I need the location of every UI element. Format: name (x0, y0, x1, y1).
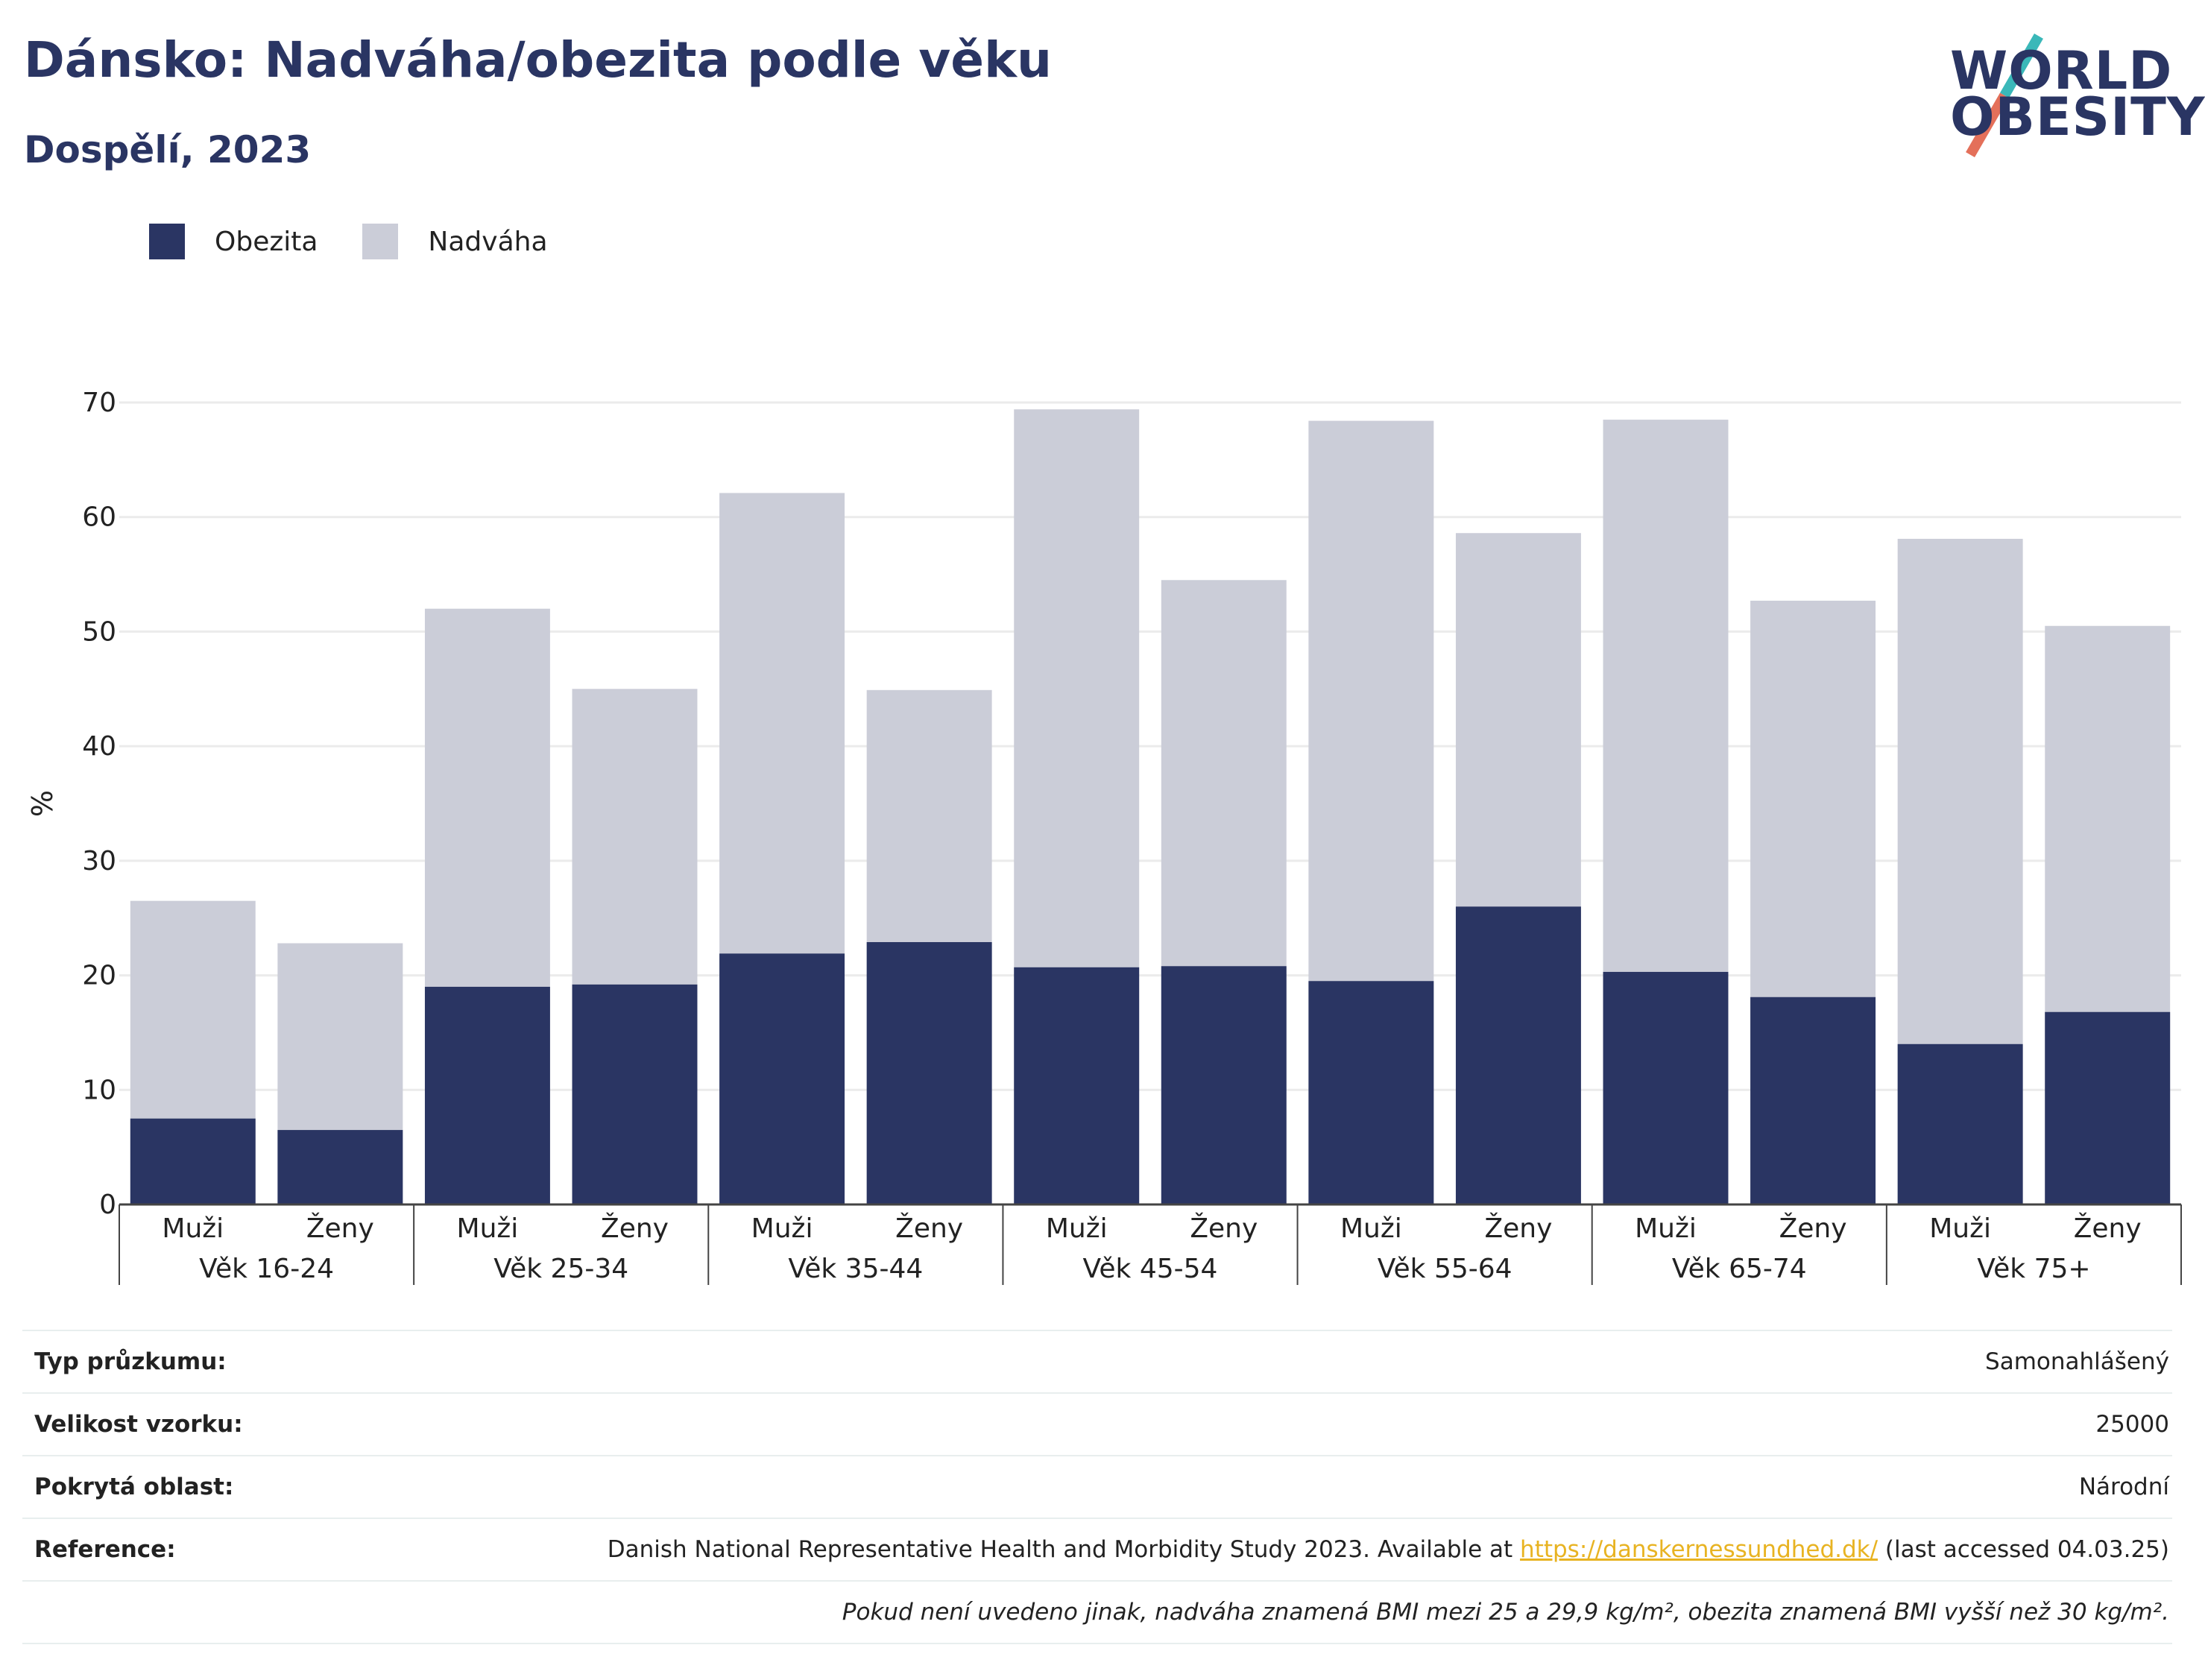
y-tick-label: 60 (82, 502, 116, 533)
legend-item-overweight: Nadváha (362, 224, 548, 259)
reference-label: Reference: (34, 1536, 176, 1563)
x-group-label: Věk 25-34 (493, 1254, 628, 1284)
legend-swatch-obesity (149, 224, 185, 259)
coverage-value: Národní (2078, 1474, 2169, 1500)
info-row-survey-type: Typ průzkumu: Samonahlášený (22, 1330, 2172, 1392)
survey-type-label: Typ průzkumu: (34, 1348, 227, 1375)
legend-label-overweight: Nadváha (428, 226, 548, 257)
y-tick-label: 50 (82, 616, 116, 647)
chart-title: Dánsko: Nadváha/obezita podle věku (24, 31, 1052, 89)
legend-label-obesity: Obezita (215, 226, 318, 257)
x-group-label: Věk 35-44 (788, 1254, 923, 1284)
bar-obesity (2045, 1011, 2171, 1204)
info-row-note: Pokud není uvedeno jinak, nadváha znamen… (22, 1580, 2172, 1644)
x-subcategory-label: Ženy (306, 1213, 374, 1244)
bar-obesity (572, 984, 698, 1204)
bar-obesity (866, 941, 992, 1204)
x-subcategory-label: Muži (1046, 1213, 1108, 1244)
x-subcategory-label: Muži (1340, 1213, 1402, 1244)
bar-obesity (1750, 997, 1876, 1204)
bar-obesity (719, 953, 845, 1204)
coverage-label: Pokrytá oblast: (34, 1474, 234, 1500)
x-subcategory-label: Ženy (601, 1213, 669, 1244)
x-group-label: Věk 45-54 (1083, 1254, 1218, 1284)
sample-size-value: 25000 (2095, 1411, 2169, 1438)
x-subcategory-label: Muži (162, 1213, 224, 1244)
y-tick-label: 0 (99, 1190, 116, 1220)
x-group-label: Věk 55-64 (1378, 1254, 1512, 1284)
x-group-label: Věk 16-24 (199, 1254, 334, 1284)
x-subcategory-label: Ženy (2074, 1213, 2142, 1244)
reference-value: Danish National Representative Health an… (608, 1536, 2172, 1563)
info-row-reference: Reference: Danish National Representativ… (22, 1518, 2172, 1580)
x-subcategory-label: Muži (1929, 1213, 1991, 1244)
bar-obesity (1455, 906, 1581, 1204)
x-subcategory-label: Muži (457, 1213, 519, 1244)
y-axis-label: % (26, 790, 59, 817)
y-tick-label: 30 (82, 846, 116, 877)
info-row-coverage: Pokrytá oblast: Národní (22, 1455, 2172, 1518)
bar-obesity (1014, 967, 1140, 1204)
x-group-label: Věk 65-74 (1672, 1254, 1807, 1284)
sample-size-label: Velikost vzorku: (34, 1411, 243, 1438)
bar-obesity (1897, 1043, 2023, 1204)
bar-obesity (1603, 971, 1729, 1204)
bar-chart: 0 10 20 30 40 50 60 70% Muži Ženy Věk 16-24 Muži Žen… (26, 388, 2182, 1285)
bar-obesity (424, 986, 550, 1204)
logo-line-2: OBESITY (1950, 86, 2205, 148)
bar-obesity (1308, 981, 1434, 1204)
reference-link[interactable]: https://danskernessundhed.dk/ (1520, 1536, 1878, 1563)
x-subcategory-label: Ženy (1779, 1213, 1847, 1244)
reference-text: Danish National Representative Health an… (607, 1536, 1521, 1563)
bar-obesity (277, 1130, 403, 1204)
x-subcategory-label: Muži (1635, 1213, 1697, 1244)
y-tick-label: 10 (82, 1075, 116, 1105)
legend-swatch-overweight (362, 224, 399, 259)
x-subcategory-label: Ženy (1190, 1213, 1258, 1244)
chart-subtitle: Dospělí, 2023 (24, 128, 312, 171)
bar-obesity (130, 1118, 256, 1204)
y-tick-label: 40 (82, 731, 116, 762)
legend: Obezita Nadváha (149, 221, 593, 262)
survey-type-value: Samonahlášený (1985, 1348, 2169, 1375)
legend-item-obesity: Obezita (149, 224, 318, 259)
reference-accessed: (last accessed 04.03.25) (1878, 1536, 2169, 1563)
survey-info-table: Typ průzkumu: Samonahlášený Velikost vzo… (22, 1330, 2172, 1644)
bmi-note: Pokud není uvedeno jinak, nadváha znamen… (842, 1599, 2169, 1626)
x-subcategory-label: Muži (751, 1213, 813, 1244)
x-subcategory-label: Ženy (895, 1213, 963, 1244)
world-obesity-logo: WORLD OBESITY (1938, 22, 2205, 158)
x-group-label: Věk 75+ (1977, 1254, 2090, 1284)
y-tick-label: 70 (82, 388, 116, 418)
info-row-sample-size: Velikost vzorku: 25000 (22, 1392, 2172, 1455)
logo-line-1: WORLD (1950, 40, 2173, 101)
x-subcategory-label: Ženy (1484, 1213, 1552, 1244)
bar-obesity (1161, 966, 1287, 1204)
y-tick-label: 20 (82, 961, 116, 991)
